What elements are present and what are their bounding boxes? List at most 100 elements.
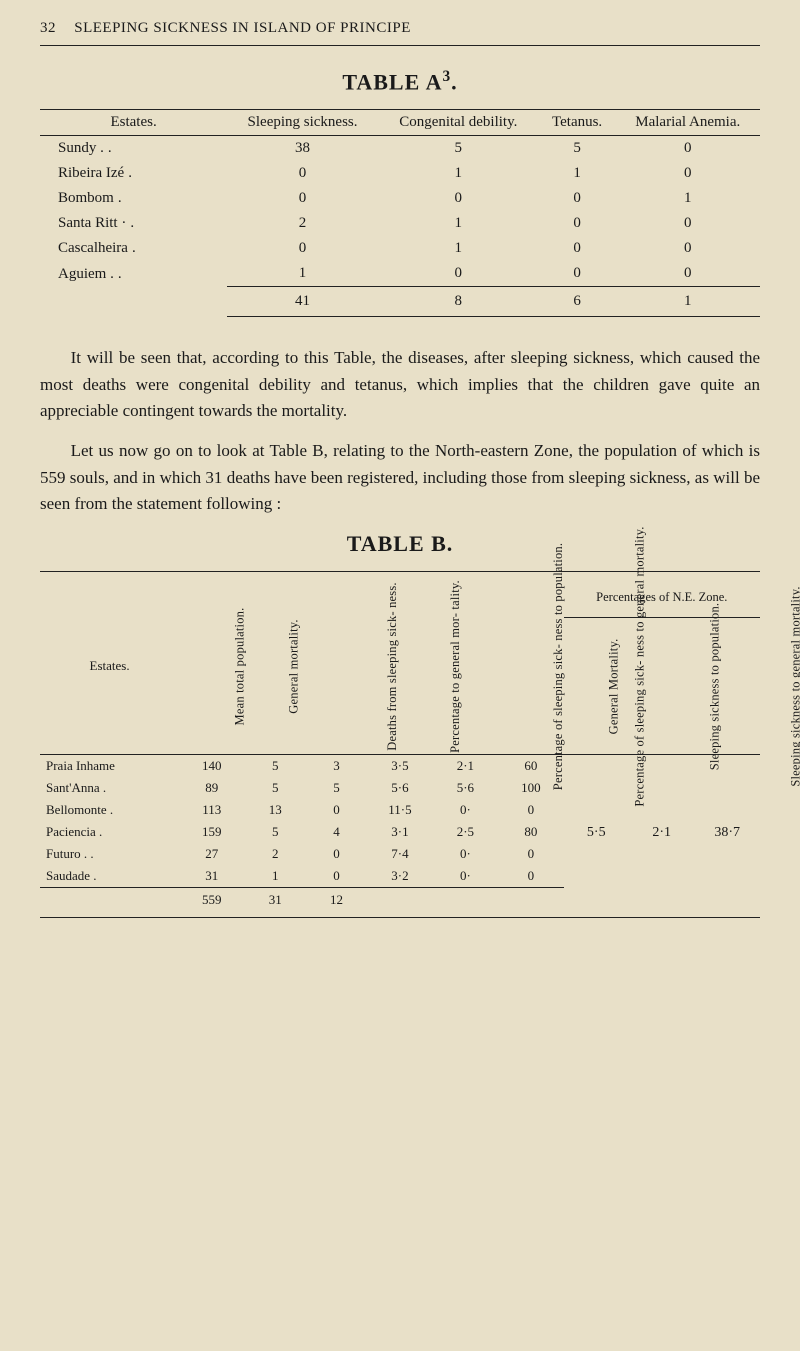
table-b-cell: 0·	[433, 865, 498, 888]
table-b-total-blank	[498, 888, 563, 912]
table-b-col-pctmor: Percentage to general mor- tality.	[367, 578, 432, 755]
table-b-sub-ssgen: Sleeping sickness to general mortality.	[694, 618, 760, 755]
table-a-cell: 1	[378, 236, 539, 261]
table-b-estate: Sant'Anna .	[40, 777, 179, 799]
table-b-estate: Saudade .	[40, 865, 179, 888]
table-b-cell: 5·6	[367, 777, 432, 799]
table-b-group-header: Percentages of N.E. Zone.	[564, 578, 760, 618]
table-a-col-tetanus: Tetanus.	[539, 110, 616, 136]
table-b-cell: 5	[245, 755, 306, 778]
table-b-total: 12	[306, 888, 367, 912]
table-a-cell: 0	[616, 261, 761, 287]
table-b-cell: 11·5	[367, 799, 432, 821]
table-b-col-pctgenm: Percentage of sleeping sick- ness to gen…	[498, 578, 563, 755]
table-a-estate: Sundy ..	[40, 136, 227, 162]
table-b-cell: 0·	[433, 799, 498, 821]
table-a: Estates. Sleeping sickness. Congenital d…	[40, 109, 760, 317]
table-a-cell: 0	[539, 186, 616, 211]
table-a-cell: 1	[539, 161, 616, 186]
table-a-estate: Bombom.	[40, 186, 227, 211]
table-a-row: Bombom. 0 0 0 1	[40, 186, 760, 211]
table-b-cell: 0	[498, 865, 563, 888]
table-b-cell: 0	[306, 865, 367, 888]
table-a-cell: 1	[378, 161, 539, 186]
table-b-col-deaths: Deaths from sleeping sick- ness.	[306, 578, 367, 755]
table-b-cell: 3·1	[367, 821, 432, 843]
table-b-total-blank	[367, 888, 432, 912]
table-b-estate: Praia Inhame	[40, 755, 179, 778]
table-b-cell: 4	[306, 821, 367, 843]
table-b-cell: 0·	[433, 843, 498, 865]
table-a-cell: 2	[227, 211, 378, 236]
table-a-cell: 5	[378, 136, 539, 162]
table-b-cell: 0	[306, 843, 367, 865]
table-a-cell: 1	[378, 211, 539, 236]
table-b-cell: 3·2	[367, 865, 432, 888]
table-a-row: Santa Ritt ·. 2 1 0 0	[40, 211, 760, 236]
table-b-estate: Bellomonte .	[40, 799, 179, 821]
table-b-estate: Futuro . .	[40, 843, 179, 865]
table-a-estate: Cascalheira.	[40, 236, 227, 261]
table-a-col-congenital: Congenital debility.	[378, 110, 539, 136]
table-b-col-genmort: General mortality.	[245, 578, 306, 755]
table-b-total: 559	[179, 888, 244, 912]
header-rule	[40, 45, 760, 46]
paragraph-2: Let us now go on to look at Table B, rel…	[40, 438, 760, 517]
table-a-cell: 0	[539, 236, 616, 261]
table-b-cell: 2·1	[433, 755, 498, 778]
table-b-sub-genmort: General Mortality.	[564, 618, 629, 755]
table-b-total: 31	[245, 888, 306, 912]
table-b-total-blank	[433, 888, 498, 912]
table-a-row: Aguiem .. 1 0 0 0	[40, 261, 760, 287]
paragraph-1: It will be seen that, according to this …	[40, 345, 760, 424]
table-a-totals-blank	[40, 287, 227, 317]
table-a-row: Ribeira Izé. 0 1 1 0	[40, 161, 760, 186]
table-a-cell: 0	[616, 136, 761, 162]
table-b-cell: 2	[245, 843, 306, 865]
table-b-cell: 113	[179, 799, 244, 821]
table-a-title: TABLE A3.	[40, 68, 760, 95]
table-a-cell: 0	[539, 211, 616, 236]
table-a-cell: 0	[227, 161, 378, 186]
table-b-cell: 80	[498, 821, 563, 843]
table-a-col-malarial: Malarial Anemia.	[616, 110, 761, 136]
table-a-total: 6	[539, 287, 616, 317]
table-b-cell: 1	[245, 865, 306, 888]
table-b-title: TABLE B.	[40, 531, 760, 557]
table-b-sub-sspop: Sleeping sickness to population.	[629, 618, 694, 755]
running-head: 32 SLEEPING SICKNESS IN ISLAND OF PRINCI…	[40, 20, 760, 37]
table-b-zone-genmort: 5·5	[564, 755, 629, 912]
table-b-cell: 5·6	[433, 777, 498, 799]
table-b-cell: 5	[245, 777, 306, 799]
table-b-zone-ssgen: 38·7	[694, 755, 760, 912]
table-b-cell: 31	[179, 865, 244, 888]
table-b-cell: 140	[179, 755, 244, 778]
table-a-col-estates: Estates.	[40, 110, 227, 136]
table-a-row: Sundy .. 38 5 5 0	[40, 136, 760, 162]
table-a-total: 1	[616, 287, 761, 317]
table-a-cell: 0	[616, 161, 761, 186]
table-b: Estates. Mean total population. General …	[40, 578, 760, 911]
table-a-cell: 0	[227, 186, 378, 211]
table-a-col-sleeping: Sleeping sickness.	[227, 110, 378, 136]
table-a-cell: 1	[616, 186, 761, 211]
table-a-cell: 0	[227, 236, 378, 261]
table-b-totals-blank	[40, 888, 179, 912]
table-a-estate: Santa Ritt ·.	[40, 211, 227, 236]
table-a-cell: 0	[616, 211, 761, 236]
table-a-row: Cascalheira. 0 1 0 0	[40, 236, 760, 261]
table-a-estate: Aguiem ..	[40, 261, 227, 287]
table-b-cell: 7·4	[367, 843, 432, 865]
table-a-estate: Ribeira Izé.	[40, 161, 227, 186]
table-a-cell: 0	[539, 261, 616, 287]
running-title: SLEEPING SICKNESS IN ISLAND OF PRINCIPE	[74, 20, 411, 36]
table-a-title-sup: 3	[442, 68, 451, 85]
table-b-cell: 27	[179, 843, 244, 865]
table-b-estate: Paciencia .	[40, 821, 179, 843]
table-b-row: Praia Inhame 140 5 3 3·5 2·1 60 5·5 2·1 …	[40, 755, 760, 778]
page-number: 32	[40, 20, 56, 36]
table-b-cell: 3·5	[367, 755, 432, 778]
page: 32 SLEEPING SICKNESS IN ISLAND OF PRINCI…	[20, 0, 780, 958]
table-b-cell: 5	[306, 777, 367, 799]
table-b-col-estates: Estates.	[40, 578, 179, 755]
